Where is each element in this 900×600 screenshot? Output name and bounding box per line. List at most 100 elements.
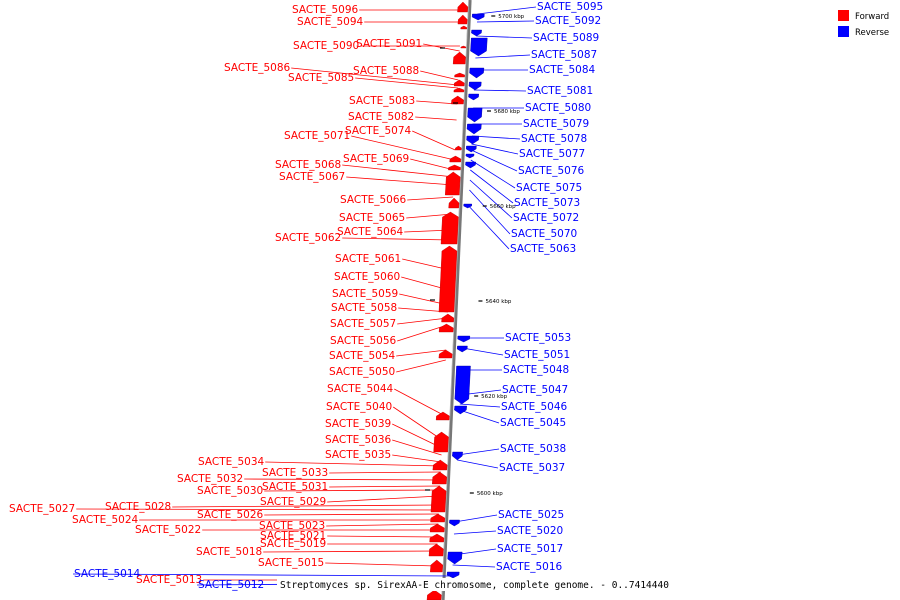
chromosome-backbone-highlight: [441, 0, 469, 600]
legend-forward-swatch: [838, 10, 849, 21]
forward-gene: [445, 171, 461, 196]
forward-gene-label: SACTE_5086: [224, 62, 291, 74]
forward-gene-label: SACTE_5067: [279, 171, 345, 183]
reverse-gene-connector: [477, 20, 535, 23]
forward-gene-label: SACTE_5022: [135, 524, 201, 536]
forward-gene-label: SACTE_5054: [329, 350, 396, 362]
reverse-gene-connector: [475, 54, 531, 59]
reverse-gene: [449, 519, 460, 527]
reverse-gene: [468, 93, 479, 101]
forward-gene-connector: [396, 349, 447, 357]
reverse-gene-label: SACTE_5012: [198, 579, 264, 591]
reverse-gene-connector: [462, 347, 504, 356]
kbp-ticks: 5700 kbp 5680 kbp 5660 kbp 5640 kbp 5620 kbp…: [425, 14, 525, 497]
forward-gene: [460, 25, 468, 30]
forward-gene: [457, 1, 469, 13]
forward-gene: [432, 459, 448, 471]
reverse-gene-connector: [72, 573, 453, 577]
forward-gene-connector: [326, 523, 439, 527]
forward-gene-label: SACTE_5066: [340, 194, 407, 206]
forward-gene-label: SACTE_5026: [197, 509, 264, 521]
tick-label: 5680 kbp: [494, 109, 520, 115]
caption-background: [277, 578, 623, 591]
forward-gene: [440, 211, 459, 245]
legend-reverse-label: Reverse: [855, 28, 889, 38]
forward-gene: [460, 45, 467, 49]
reverse-gene-label: SACTE_5020: [497, 525, 563, 537]
forward-gene-label: SACTE_5091: [356, 38, 422, 50]
forward-gene-connector: [263, 550, 438, 553]
reverse-gene-label: SACTE_5095: [537, 1, 603, 13]
forward-gene-label: SACTE_5015: [258, 557, 324, 569]
forward-gene: [428, 543, 444, 557]
forward-gene-label: SACTE_5094: [297, 16, 364, 28]
forward-gene: [453, 87, 465, 93]
reverse-gene: [465, 153, 475, 159]
forward-gene: [429, 523, 445, 533]
forward-gene-connector: [346, 176, 454, 186]
forward-gene-label: SACTE_5019: [260, 538, 326, 550]
tick-label: 5600 kbp: [477, 491, 503, 497]
forward-gene-connector: [392, 406, 443, 441]
forward-gene-label: SACTE_5061: [335, 253, 401, 265]
forward-gene-label: SACTE_5021: [260, 530, 326, 542]
reverse-gene-connector: [470, 159, 516, 189]
reverse-gene-label: SACTE_5084: [529, 64, 596, 76]
reverse-gene: [467, 107, 483, 123]
forward-gene-label: SACTE_5027: [9, 503, 75, 515]
forward-gene-connector: [397, 324, 448, 342]
reverse-gene: [452, 451, 463, 461]
reverse-gene-label: SACTE_5053: [505, 332, 571, 344]
forward-gene-connector: [264, 489, 440, 492]
reverse-gene-label: SACTE_5087: [531, 49, 597, 61]
reverse-gene-label: SACTE_5025: [498, 509, 564, 521]
forward-gene: [438, 349, 453, 359]
reverse-gene-label: SACTE_5070: [511, 228, 577, 240]
tick-label: 5700 kbp: [498, 14, 524, 20]
forward-gene-connector: [412, 130, 456, 151]
forward-gene: [430, 485, 447, 513]
forward-gene-connector: [291, 67, 459, 86]
forward-gene: [430, 559, 444, 573]
reverse-gene: [468, 81, 482, 91]
reverse-gene-connector: [457, 459, 499, 469]
forward-gene-connector: [244, 478, 441, 481]
reverse-gene-connector: [471, 149, 518, 172]
forward-gene: [441, 313, 455, 323]
reverse-gene-connector: [470, 169, 514, 204]
reverse-gene-label: SACTE_5073: [514, 197, 580, 209]
forward-gene-label: SACTE_5050: [329, 366, 395, 378]
forward-gene: [430, 513, 446, 523]
forward-gene-connector: [265, 461, 442, 467]
forward-gene: [438, 245, 458, 313]
forward-gene-label: SACTE_5031: [262, 481, 328, 493]
forward-gene: [438, 323, 454, 333]
reverse-gene-connector: [459, 409, 500, 424]
reverse-gene-label: SACTE_5038: [500, 443, 566, 455]
gene-features: [426, 1, 488, 600]
forward-gene: [429, 533, 445, 543]
reverse-gene: [466, 123, 482, 135]
forward-gene: [452, 51, 466, 65]
forward-gene-connector: [394, 388, 444, 416]
forward-gene-connector: [420, 70, 459, 81]
reverse-gene: [471, 29, 482, 37]
forward-gene-connector: [407, 196, 454, 201]
forward-gene-connector: [392, 439, 442, 456]
forward-gene-connector: [327, 535, 438, 538]
forward-gene-connector: [76, 508, 440, 511]
reverse-gene-label: SACTE_5079: [523, 118, 589, 130]
forward-gene-connector: [406, 213, 453, 219]
forward-gene-label: SACTE_5065: [339, 212, 405, 224]
forward-gene-connector: [416, 100, 458, 105]
reverse-gene-connector: [477, 6, 537, 15]
reverse-gene-label: SACTE_5051: [504, 349, 570, 361]
reverse-gene-connector: [468, 205, 510, 250]
reverse-gene: [471, 13, 485, 21]
forward-gene-label: SACTE_5059: [332, 288, 398, 300]
tick-label: 5620 kbp: [481, 394, 507, 400]
forward-gene-label: SACTE_5062: [275, 232, 341, 244]
forward-gene-connector: [355, 77, 459, 89]
